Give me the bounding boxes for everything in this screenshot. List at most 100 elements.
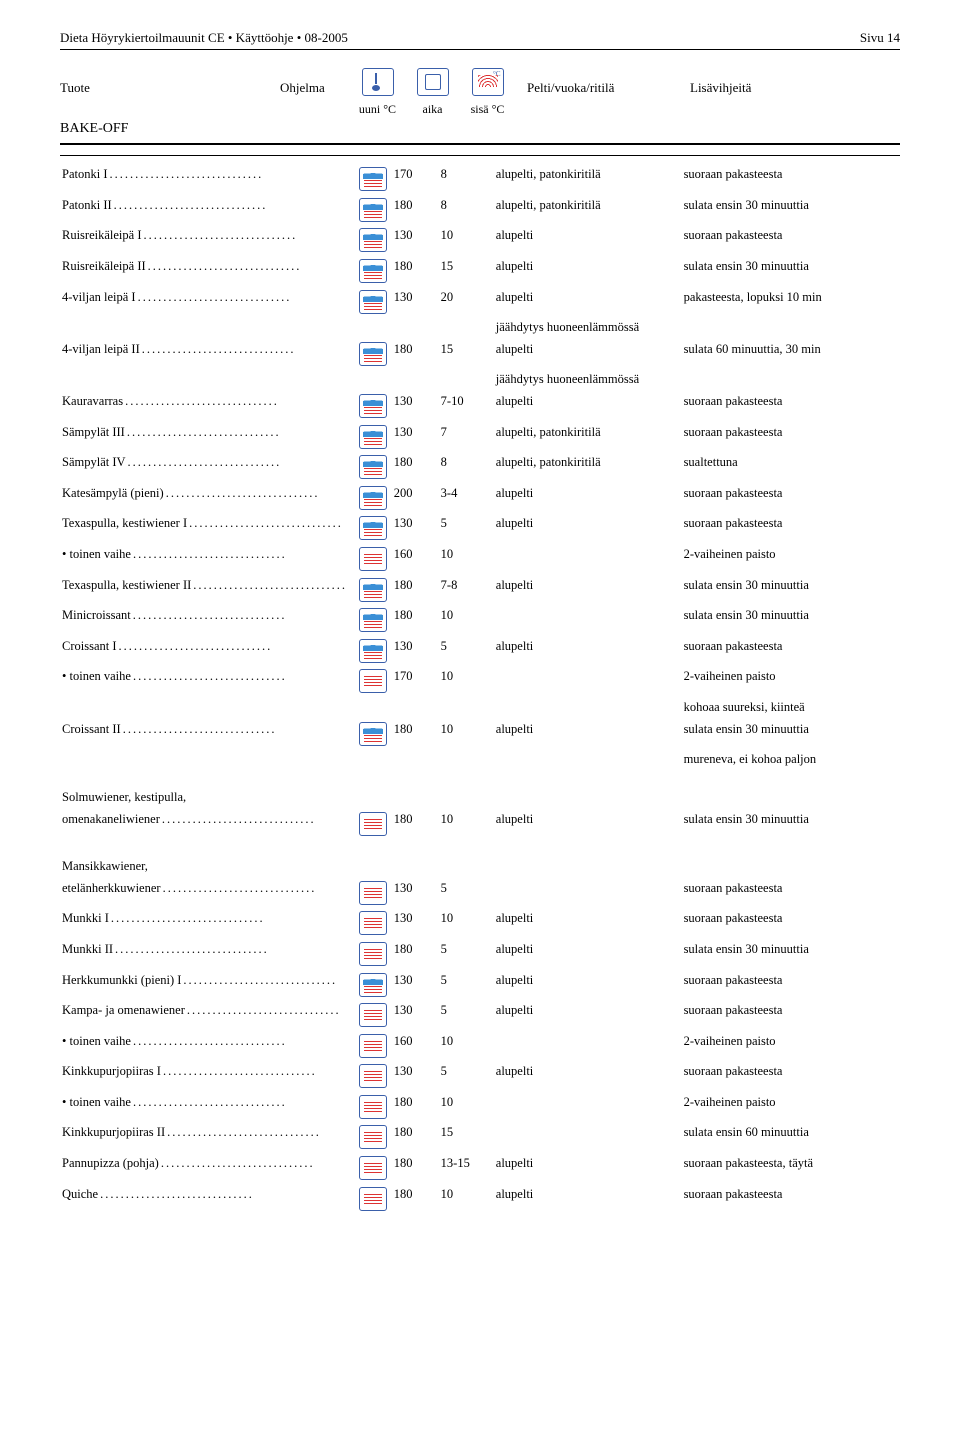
program-icon-cell bbox=[355, 1092, 392, 1123]
convection-icon bbox=[359, 1034, 387, 1058]
product-name: Munkki II.............................. bbox=[60, 939, 355, 970]
table-row: Patonki I.............................. … bbox=[60, 164, 900, 195]
convection-icon bbox=[359, 881, 387, 905]
steam-convection-icon bbox=[359, 394, 387, 418]
table-row: 4-viljan leipä II.......................… bbox=[60, 339, 900, 370]
table-row: Kauravarras.............................… bbox=[60, 391, 900, 422]
oven-temp: 130 bbox=[392, 1061, 439, 1092]
product-name: Kinkkupurjopiiras I.....................… bbox=[60, 1061, 355, 1092]
time: 7-8 bbox=[439, 574, 494, 605]
tray: alupelti bbox=[494, 809, 682, 840]
oven-temp: 180 bbox=[392, 605, 439, 636]
col-pelti: Pelti/vuoka/ritilä bbox=[515, 80, 690, 96]
program-icon-cell bbox=[355, 513, 392, 544]
tray: alupelti bbox=[494, 969, 682, 1000]
steam-convection-icon bbox=[359, 425, 387, 449]
steam-convection-icon bbox=[359, 198, 387, 222]
time: 10 bbox=[439, 225, 494, 256]
oven-temp: 130 bbox=[392, 1000, 439, 1031]
oven-temp: 180 bbox=[392, 939, 439, 970]
program-icon-cell bbox=[355, 164, 392, 195]
table-row: Munkki II.............................. … bbox=[60, 939, 900, 970]
program-icon-cell bbox=[355, 391, 392, 422]
program-icon-cell bbox=[355, 286, 392, 317]
product-name: Texaspulla, kestiwiener I...............… bbox=[60, 513, 355, 544]
product-name: • toinen vaihe..........................… bbox=[60, 666, 355, 697]
hint: suoraan pakasteesta bbox=[682, 483, 900, 514]
convection-icon bbox=[359, 1156, 387, 1180]
convection-icon bbox=[359, 911, 387, 935]
time: 8 bbox=[439, 164, 494, 195]
convection-icon bbox=[359, 1095, 387, 1119]
convection-icon bbox=[359, 942, 387, 966]
table-row: Texaspulla, kestiwiener II..............… bbox=[60, 574, 900, 605]
table-row: Quiche.............................. 180… bbox=[60, 1183, 900, 1214]
hint: sulata ensin 30 minuuttia bbox=[682, 718, 900, 749]
column-headers: Tuote Ohjelma Pelti/vuoka/ritilä Lisävih… bbox=[60, 68, 900, 96]
tray bbox=[494, 544, 682, 575]
program-icon-cell bbox=[355, 1122, 392, 1153]
oven-temp: 180 bbox=[392, 1092, 439, 1123]
time: 3-4 bbox=[439, 483, 494, 514]
product-name: Pannupizza (pohja)......................… bbox=[60, 1153, 355, 1184]
hint: sualtettuna bbox=[682, 452, 900, 483]
time: 5 bbox=[439, 636, 494, 667]
header-left: Dieta Höyrykiertoilmauunit CE • Käyttöoh… bbox=[60, 30, 348, 46]
product-name: Sämpylät IV.............................… bbox=[60, 452, 355, 483]
time: 10 bbox=[439, 605, 494, 636]
time: 13-15 bbox=[439, 1153, 494, 1184]
program-icon-cell bbox=[355, 939, 392, 970]
table-row: Croissant II............................… bbox=[60, 718, 900, 749]
hint: sulata ensin 30 minuuttia bbox=[682, 574, 900, 605]
time: 10 bbox=[439, 1030, 494, 1061]
tray: alupelti bbox=[494, 483, 682, 514]
tray: alupelti bbox=[494, 718, 682, 749]
sub-sisa: sisä °C bbox=[460, 102, 515, 117]
table-row: Herkkumunkki (pieni) I..................… bbox=[60, 969, 900, 1000]
program-icon-cell bbox=[355, 908, 392, 939]
oven-temp: 130 bbox=[392, 391, 439, 422]
convection-icon bbox=[359, 1003, 387, 1027]
col-ohjelma: Ohjelma bbox=[280, 80, 350, 96]
program-icon-cell bbox=[355, 225, 392, 256]
oven-temp: 170 bbox=[392, 666, 439, 697]
time: 5 bbox=[439, 877, 494, 908]
hint: suoraan pakasteesta, täytä bbox=[682, 1153, 900, 1184]
table-row: • toinen vaihe..........................… bbox=[60, 1092, 900, 1123]
tray: alupelti bbox=[494, 1061, 682, 1092]
time: 20 bbox=[439, 286, 494, 317]
recipe-table: Patonki I.............................. … bbox=[60, 164, 900, 1214]
convection-icon bbox=[359, 812, 387, 836]
table-row: • toinen vaihe..........................… bbox=[60, 1030, 900, 1061]
table-row: • toinen vaihe..........................… bbox=[60, 666, 900, 697]
tray: alupelti, patonkiritilä bbox=[494, 195, 682, 226]
table-row: omenakaneliwiener.......................… bbox=[60, 809, 900, 840]
product-name: Sämpylät III............................… bbox=[60, 421, 355, 452]
convection-icon bbox=[359, 1187, 387, 1211]
program-icon-cell bbox=[355, 256, 392, 287]
header-right: Sivu 14 bbox=[860, 30, 900, 46]
time: 10 bbox=[439, 544, 494, 575]
hint: 2-vaiheinen paisto bbox=[682, 544, 900, 575]
hint: sulata ensin 30 minuuttia bbox=[682, 256, 900, 287]
time: 7 bbox=[439, 421, 494, 452]
section-title: BAKE-OFF bbox=[60, 121, 900, 137]
table-row: Patonki II..............................… bbox=[60, 195, 900, 226]
tray: alupelti bbox=[494, 636, 682, 667]
hint: 2-vaiheinen paisto bbox=[682, 1092, 900, 1123]
steam-convection-icon bbox=[359, 486, 387, 510]
time: 7-10 bbox=[439, 391, 494, 422]
program-icon-cell bbox=[355, 718, 392, 749]
product-name: Ruisreikäleipä II.......................… bbox=[60, 256, 355, 287]
time: 10 bbox=[439, 1092, 494, 1123]
tray-extra: jäähdytys huoneenlämmössä bbox=[494, 369, 682, 391]
time: 5 bbox=[439, 1061, 494, 1092]
product-name: etelänherkkuwiener......................… bbox=[60, 877, 355, 908]
table-row: Pannupizza (pohja)......................… bbox=[60, 1153, 900, 1184]
tray: alupelti bbox=[494, 391, 682, 422]
oven-temp: 180 bbox=[392, 452, 439, 483]
steam-convection-icon bbox=[359, 455, 387, 479]
product-name: Patonki I.............................. bbox=[60, 164, 355, 195]
hint: suoraan pakasteesta bbox=[682, 164, 900, 195]
convection-icon bbox=[359, 669, 387, 693]
